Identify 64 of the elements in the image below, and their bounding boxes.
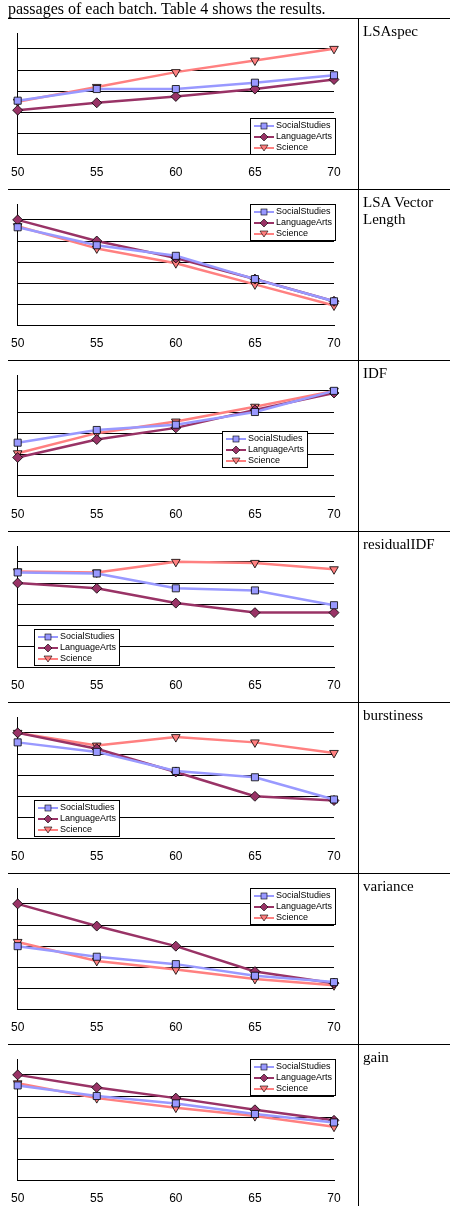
legend-label: Science	[275, 1083, 308, 1094]
x-tick-label: 65	[248, 1020, 262, 1035]
legend-label: LanguageArts	[275, 901, 332, 912]
x-tick-label: 70	[327, 507, 341, 522]
legend-label: SocialStudies	[247, 433, 303, 444]
legend-label: LanguageArts	[247, 444, 304, 455]
legend-label: SocialStudies	[275, 206, 331, 217]
text: LSA Vector Length	[362, 194, 435, 228]
x-tick-label: 65	[248, 336, 262, 351]
x-tick-label: 50	[10, 165, 25, 180]
legend-label: SocialStudies	[275, 1061, 331, 1072]
x-tick-label: 65	[248, 1191, 262, 1206]
x-tick-label: 50	[10, 1191, 25, 1206]
legend-label: Science	[60, 824, 93, 835]
x-tick-label: 65	[248, 507, 262, 522]
legend-label: Science	[60, 653, 93, 664]
legend-label: Science	[247, 455, 280, 466]
text: gain	[362, 1049, 390, 1066]
legend-label: Science	[275, 912, 308, 923]
text: residualIDF	[362, 536, 436, 553]
x-tick-label: 60	[169, 336, 183, 351]
x-tick-label: 55	[90, 1020, 104, 1035]
x-tick-label: 50	[10, 1020, 25, 1035]
x-tick-label: 60	[169, 849, 183, 864]
x-tick-label: 65	[248, 849, 262, 864]
x-tick-label: 60	[169, 1191, 183, 1206]
x-tick-label: 70	[327, 678, 341, 693]
x-tick-label: 70	[327, 336, 341, 351]
x-tick-label: 70	[327, 1191, 341, 1206]
x-tick-label: 55	[90, 165, 104, 180]
x-tick-label: 55	[90, 1191, 104, 1206]
legend-label: LanguageArts	[60, 642, 117, 653]
x-tick-label: 50	[10, 849, 25, 864]
x-tick-label: 60	[169, 507, 183, 522]
text: LSAspec	[362, 23, 419, 40]
legend-label: SocialStudies	[60, 631, 115, 642]
x-tick-label: 50	[10, 507, 25, 522]
legend-label: LanguageArts	[60, 813, 117, 824]
x-tick-label: 50	[10, 336, 25, 351]
x-tick-label: 55	[90, 507, 104, 522]
legend-label: SocialStudies	[275, 890, 331, 901]
x-tick-label: 65	[248, 165, 262, 180]
legend-label: LanguageArts	[275, 1072, 332, 1083]
x-tick-label: 60	[169, 165, 183, 180]
x-tick-label: 60	[169, 678, 183, 693]
x-tick-label: 70	[327, 1020, 341, 1035]
x-tick-label: 70	[327, 165, 341, 180]
x-tick-label: 70	[327, 849, 341, 864]
legend-label: Science	[275, 142, 308, 153]
legend-label: SocialStudies	[275, 120, 331, 131]
legend-label: LanguageArts	[275, 131, 332, 142]
x-tick-label: 60	[169, 1020, 183, 1035]
legend-label: Science	[275, 228, 308, 239]
x-tick-label: 55	[90, 336, 104, 351]
legend-label: LanguageArts	[275, 217, 332, 228]
x-tick-label: 50	[10, 678, 25, 693]
text: variance	[362, 878, 415, 895]
legend-label: SocialStudies	[60, 802, 115, 813]
x-tick-label: 55	[90, 678, 104, 693]
text: passages of each batch. Table 4 shows the results.	[8, 0, 327, 18]
text: IDF	[362, 365, 389, 382]
text: burstiness	[362, 707, 424, 724]
x-tick-label: 55	[90, 849, 104, 864]
x-tick-label: 65	[248, 678, 262, 693]
